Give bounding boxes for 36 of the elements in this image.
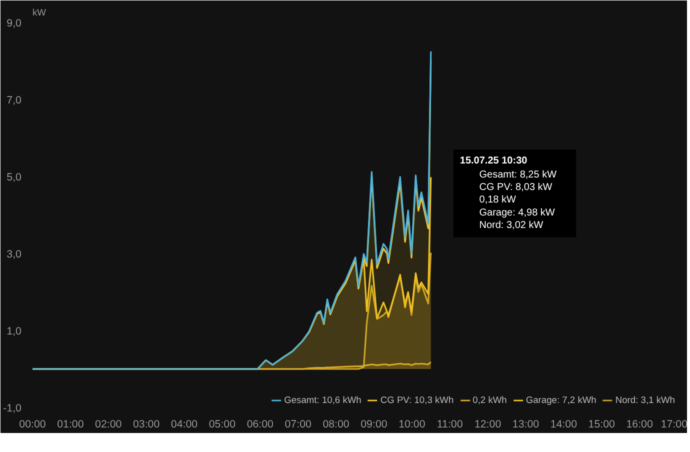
annotation: 15.07.25 10:30: [460, 155, 528, 166]
x-tick-label: 16:00: [626, 418, 653, 430]
x-tick-label: 14:00: [550, 418, 578, 430]
x-tick-label: 02:00: [95, 418, 122, 430]
legend-label: CG PV: 10,3 kWh: [380, 395, 454, 405]
y-tick-label: 9,0: [6, 18, 22, 30]
x-tick-label: 07:00: [284, 418, 312, 430]
x-tick-label: 10:00: [398, 418, 426, 430]
annotation: Nord: 3,02 kW: [479, 220, 544, 232]
x-tick-label: 00:00: [19, 418, 46, 430]
x-tick-label: 01:00: [57, 418, 84, 430]
annotation: Gesamt: 8,25 kW: [479, 169, 558, 180]
x-tick-label: 09:00: [360, 418, 388, 430]
legend-label: Gesamt: 10,6 kWh: [284, 395, 362, 405]
legend-label: Garage: 7,2 kWh: [526, 395, 596, 405]
x-tick-label: 08:00: [322, 418, 350, 430]
x-tick-label: 05:00: [208, 418, 236, 430]
legend-label: 0,2 kWh: [472, 395, 507, 405]
x-tick-label: 12:00: [474, 418, 502, 430]
legend-label: Nord: 3,1 kWh: [615, 395, 675, 405]
y-tick-label: 3,0: [6, 248, 22, 260]
annotation: 0,18 kW: [479, 194, 516, 206]
x-tick-label: 13:00: [512, 418, 540, 430]
x-tick-label: 03:00: [132, 418, 160, 430]
x-tick-label: 11:00: [436, 418, 463, 430]
x-tick-label: 15:00: [588, 418, 616, 430]
annotation: CG PV: 8,03 kW: [479, 182, 553, 194]
y-tick-label: 5,0: [6, 172, 22, 184]
x-tick-label: 06:00: [246, 418, 274, 430]
x-tick-label: 04:00: [170, 418, 198, 430]
y-tick-label: -1,0: [3, 402, 22, 414]
x-tick-label: 17:00: [660, 418, 688, 430]
y-tick-label: 1,0: [6, 326, 22, 338]
y-tick-label: 7,0: [6, 94, 22, 106]
annotation: Garage: 4,98 kW: [479, 207, 556, 218]
y-axis-title: kW: [32, 8, 46, 18]
